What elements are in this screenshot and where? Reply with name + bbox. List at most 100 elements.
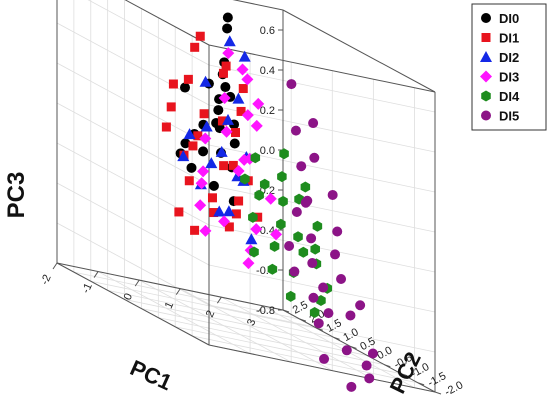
legend-label: DI1	[499, 31, 519, 46]
data-point	[180, 82, 191, 93]
x-tick-mark	[52, 262, 58, 270]
data-point	[270, 228, 283, 241]
data-point	[332, 226, 343, 237]
data-point	[220, 82, 231, 93]
data-point	[199, 75, 212, 87]
grid-line	[97, 271, 251, 354]
grid-line	[158, 317, 385, 366]
y-tick-label: 2.5	[291, 299, 310, 317]
data-point	[186, 162, 197, 173]
data-point	[313, 318, 324, 329]
data-point	[361, 360, 372, 371]
data-point	[232, 165, 245, 177]
data-point	[188, 141, 198, 151]
data-point	[222, 47, 235, 60]
axis-edge	[232, 0, 284, 11]
legend-label: DI2	[499, 50, 519, 65]
data-point	[355, 300, 366, 311]
grid-line	[87, 0, 210, 66]
data-point	[238, 84, 248, 94]
grid-line	[56, 182, 210, 266]
axes-frame	[56, 0, 436, 393]
grid-line	[141, 308, 368, 356]
y-tick-mark	[299, 318, 307, 322]
x-tick-mark	[134, 279, 140, 287]
x-tick-mark	[258, 305, 263, 313]
data-point	[293, 231, 303, 243]
x-tick-label: -1	[80, 281, 95, 295]
data-point	[208, 180, 219, 191]
x-tick-label: 0	[122, 292, 135, 302]
data-point	[250, 152, 261, 164]
data-point	[316, 294, 326, 306]
grid-line	[262, 305, 415, 389]
data-point	[166, 102, 176, 112]
data-point	[200, 120, 213, 132]
data-point	[168, 79, 178, 89]
legend-label: DI3	[499, 70, 519, 85]
grid-line	[180, 288, 333, 371]
x-tick-mark	[175, 288, 181, 295]
data-point	[222, 205, 235, 217]
y-tick-label: 0.0	[375, 344, 394, 362]
grid-line	[208, 304, 436, 353]
data-point	[222, 113, 235, 125]
series-di4	[240, 148, 333, 318]
grid-line	[107, 289, 334, 338]
data-point	[215, 145, 228, 157]
data-point	[279, 148, 289, 160]
data-point	[223, 35, 236, 47]
data-point	[289, 266, 300, 277]
data-points	[161, 12, 378, 392]
data-point	[250, 223, 263, 236]
data-point	[161, 122, 171, 132]
data-point	[183, 128, 196, 140]
grid-line	[208, 224, 436, 273]
data-point	[298, 246, 309, 258]
z-axis-label: PC3	[3, 172, 30, 219]
axis-edge	[208, 44, 436, 93]
data-point	[236, 106, 246, 116]
axis-edge	[282, 9, 436, 93]
y-tick-mark	[434, 391, 442, 395]
data-point	[296, 161, 307, 172]
grid-line	[90, 280, 317, 329]
data-point	[367, 348, 378, 359]
data-point	[242, 257, 255, 270]
data-point	[318, 282, 329, 293]
data-point	[269, 240, 280, 252]
data-point	[231, 209, 241, 219]
data-point	[254, 189, 264, 201]
data-point	[209, 208, 219, 218]
grid-line	[208, 184, 436, 233]
data-point	[276, 218, 286, 230]
legend-label: DI4	[499, 89, 520, 104]
data-point	[346, 381, 357, 392]
data-point	[285, 290, 296, 302]
grid-line	[56, 222, 210, 306]
data-point	[180, 138, 191, 149]
grid-line	[124, 299, 351, 347]
data-point	[218, 68, 228, 78]
legend-marker	[481, 13, 491, 23]
data-point	[231, 128, 241, 138]
data-point	[341, 345, 352, 356]
grid-line	[56, 22, 210, 106]
z-tick-label: 0.6	[260, 25, 275, 37]
y-tick-mark	[384, 364, 391, 368]
legend-box	[471, 3, 547, 131]
data-point	[198, 146, 209, 157]
legend-marker	[481, 33, 491, 42]
x-tick-label: -2	[39, 273, 54, 287]
data-point	[222, 23, 233, 34]
data-point	[302, 195, 313, 206]
x-tick-mark	[216, 296, 222, 304]
legend-marker	[480, 70, 492, 83]
data-point	[240, 173, 250, 185]
data-point	[306, 233, 317, 244]
z-tick-label: 0.2	[260, 105, 275, 117]
y-tick-mark	[417, 382, 425, 386]
data-point	[312, 220, 323, 232]
legend: DI0 DI1 DI2 DI3 DI4 DI5	[471, 3, 547, 131]
